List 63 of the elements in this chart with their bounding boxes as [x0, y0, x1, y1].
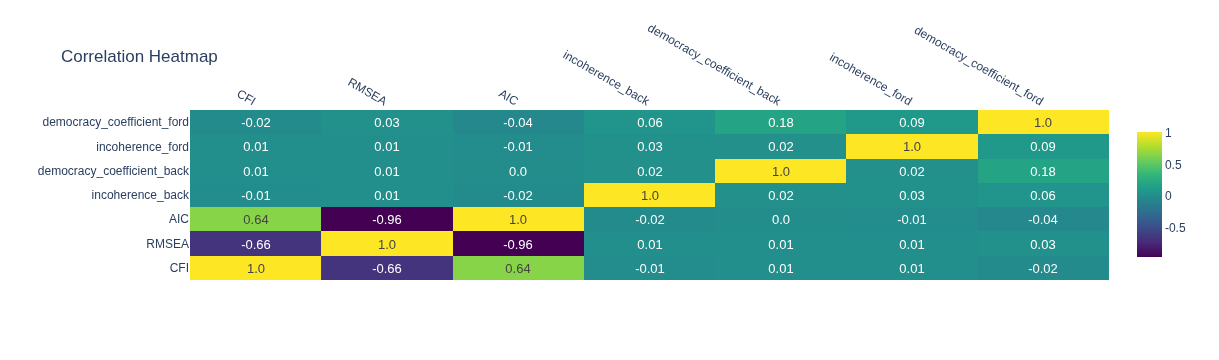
- data-label: 0.01: [243, 163, 269, 179]
- data-label: 1.0: [377, 236, 397, 252]
- data-label: -0.02: [635, 211, 665, 227]
- data-label: 0.01: [637, 236, 663, 252]
- chart-title: Correlation Heatmap: [60, 47, 218, 67]
- data-label: 0.0: [508, 163, 528, 179]
- data-label: 0.03: [899, 187, 925, 203]
- y-tick-label: incoherence_back: [91, 188, 190, 203]
- data-label: 0.09: [1030, 138, 1056, 154]
- data-label: 0.01: [243, 138, 269, 154]
- y-tick-label: AIC: [168, 212, 190, 227]
- y-tick-label: RMSEA: [146, 236, 189, 251]
- data-label: 1.0: [640, 187, 660, 203]
- color-bar-label: 0: [1164, 189, 1172, 204]
- data-label: 0.01: [768, 236, 794, 252]
- data-label: -0.04: [1028, 211, 1058, 227]
- data-label: 0.01: [768, 260, 794, 276]
- y-tick-label: democracy_coefficient_back: [37, 163, 190, 178]
- color-bar-label: 1: [1164, 125, 1172, 140]
- data-label: 0.01: [374, 187, 400, 203]
- data-label: 0.06: [637, 114, 663, 130]
- y-tick-label: democracy_coefficient_ford: [42, 115, 189, 130]
- data-label: -0.01: [897, 211, 927, 227]
- data-label: -0.02: [1028, 260, 1058, 276]
- data-label: 0.64: [243, 211, 269, 227]
- data-label: 0.0: [771, 211, 791, 227]
- data-label: 0.01: [899, 260, 925, 276]
- data-label: 0.18: [768, 114, 794, 130]
- data-label: 0.06: [1030, 187, 1056, 203]
- data-label: -0.02: [503, 187, 533, 203]
- data-label: 0.64: [505, 260, 531, 276]
- data-label: -0.66: [372, 260, 402, 276]
- data-label: -0.04: [503, 114, 533, 130]
- color-bar-label: 0.5: [1164, 157, 1182, 172]
- data-label: -0.01: [503, 138, 533, 154]
- data-label: -0.96: [503, 236, 533, 252]
- data-label: 0.02: [899, 163, 925, 179]
- data-label: -0.66: [241, 236, 271, 252]
- y-tick-label: incoherence_ford: [96, 139, 189, 154]
- data-label: 1.0: [771, 163, 791, 179]
- data-label: 0.02: [768, 187, 794, 203]
- x-tick-label: CFI: [234, 86, 259, 109]
- data-label: -0.96: [372, 211, 402, 227]
- data-label: -0.01: [241, 187, 271, 203]
- x-tick-label: AIC: [496, 86, 521, 109]
- data-label: -0.02: [241, 114, 271, 130]
- color-bar-label: -0.5: [1164, 221, 1186, 236]
- data-label: 0.03: [374, 114, 400, 130]
- data-label: 1.0: [902, 138, 922, 154]
- data-label: 0.01: [374, 163, 400, 179]
- data-label: 0.02: [637, 163, 663, 179]
- data-label: 0.09: [899, 114, 925, 130]
- data-label: 1.0: [246, 260, 266, 276]
- data-label: 0.18: [1030, 163, 1056, 179]
- data-label: 0.01: [899, 236, 925, 252]
- y-tick-label: CFI: [169, 261, 189, 276]
- data-label: 1.0: [508, 211, 528, 227]
- data-label: 0.01: [374, 138, 400, 154]
- data-label: 0.02: [768, 138, 794, 154]
- data-label: 0.03: [637, 138, 663, 154]
- data-label: -0.01: [635, 260, 665, 276]
- data-label: 0.03: [1030, 236, 1056, 252]
- data-label: 1.0: [1033, 114, 1053, 130]
